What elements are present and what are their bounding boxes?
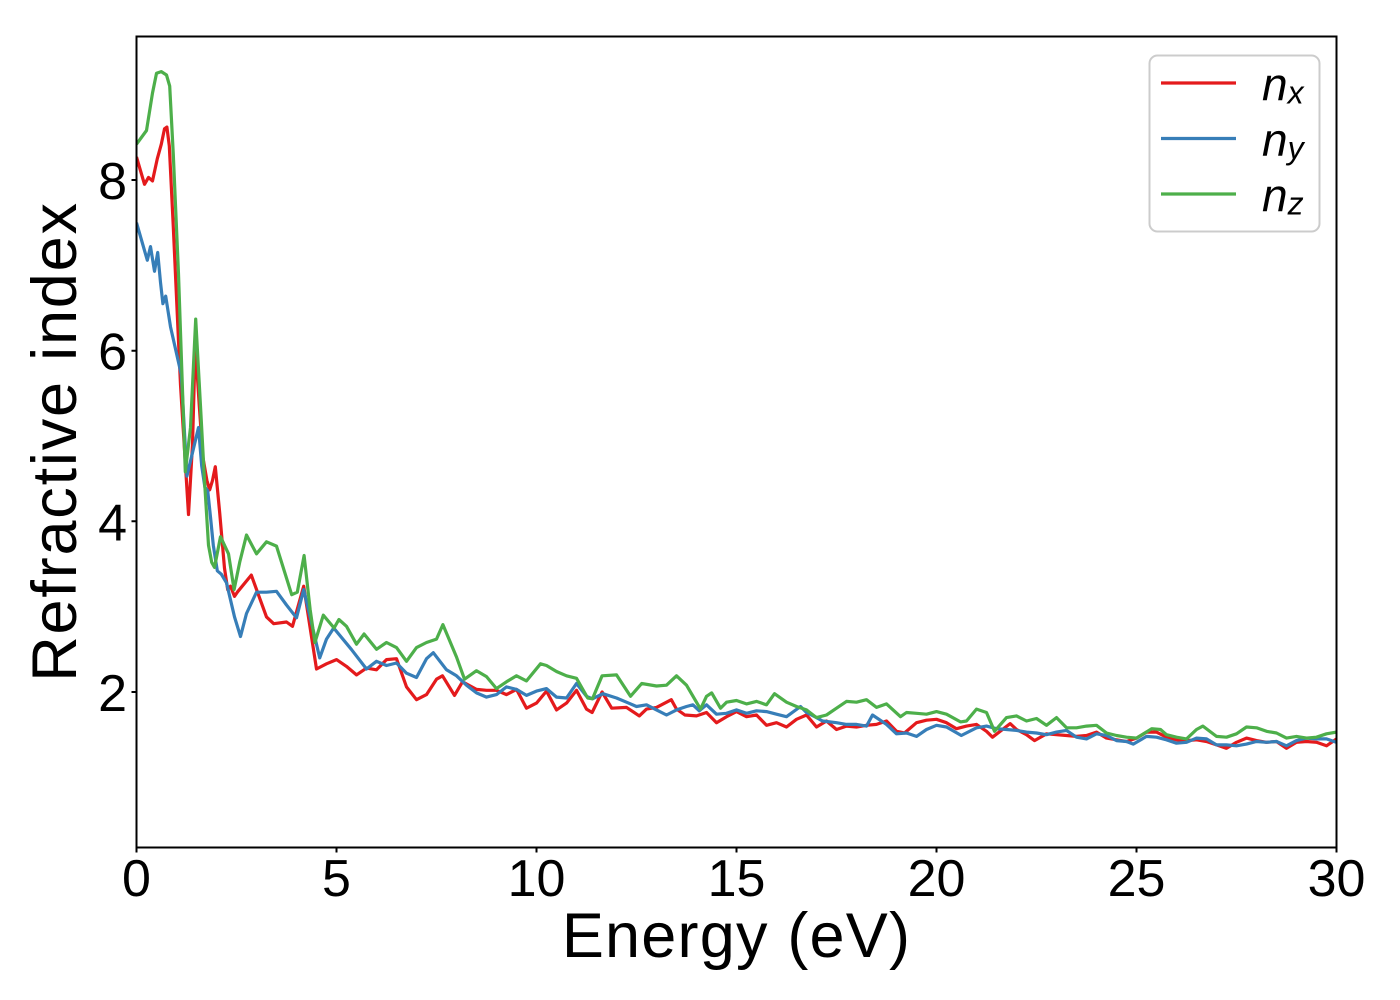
svg-text:25: 25 [1108, 850, 1166, 908]
svg-text:6: 6 [98, 324, 127, 382]
svg-text:0: 0 [122, 850, 151, 908]
svg-text:20: 20 [908, 850, 966, 908]
svg-text:Refractive index: Refractive index [20, 201, 90, 682]
svg-text:30: 30 [1308, 850, 1366, 908]
svg-text:15: 15 [708, 850, 766, 908]
svg-text:Energy (eV): Energy (eV) [562, 901, 911, 971]
svg-text:10: 10 [508, 850, 566, 908]
svg-text:4: 4 [98, 494, 127, 552]
svg-text:2: 2 [98, 665, 127, 723]
svg-text:nx: nx [1262, 59, 1305, 111]
svg-text:5: 5 [322, 850, 351, 908]
svg-text:8: 8 [98, 153, 127, 211]
